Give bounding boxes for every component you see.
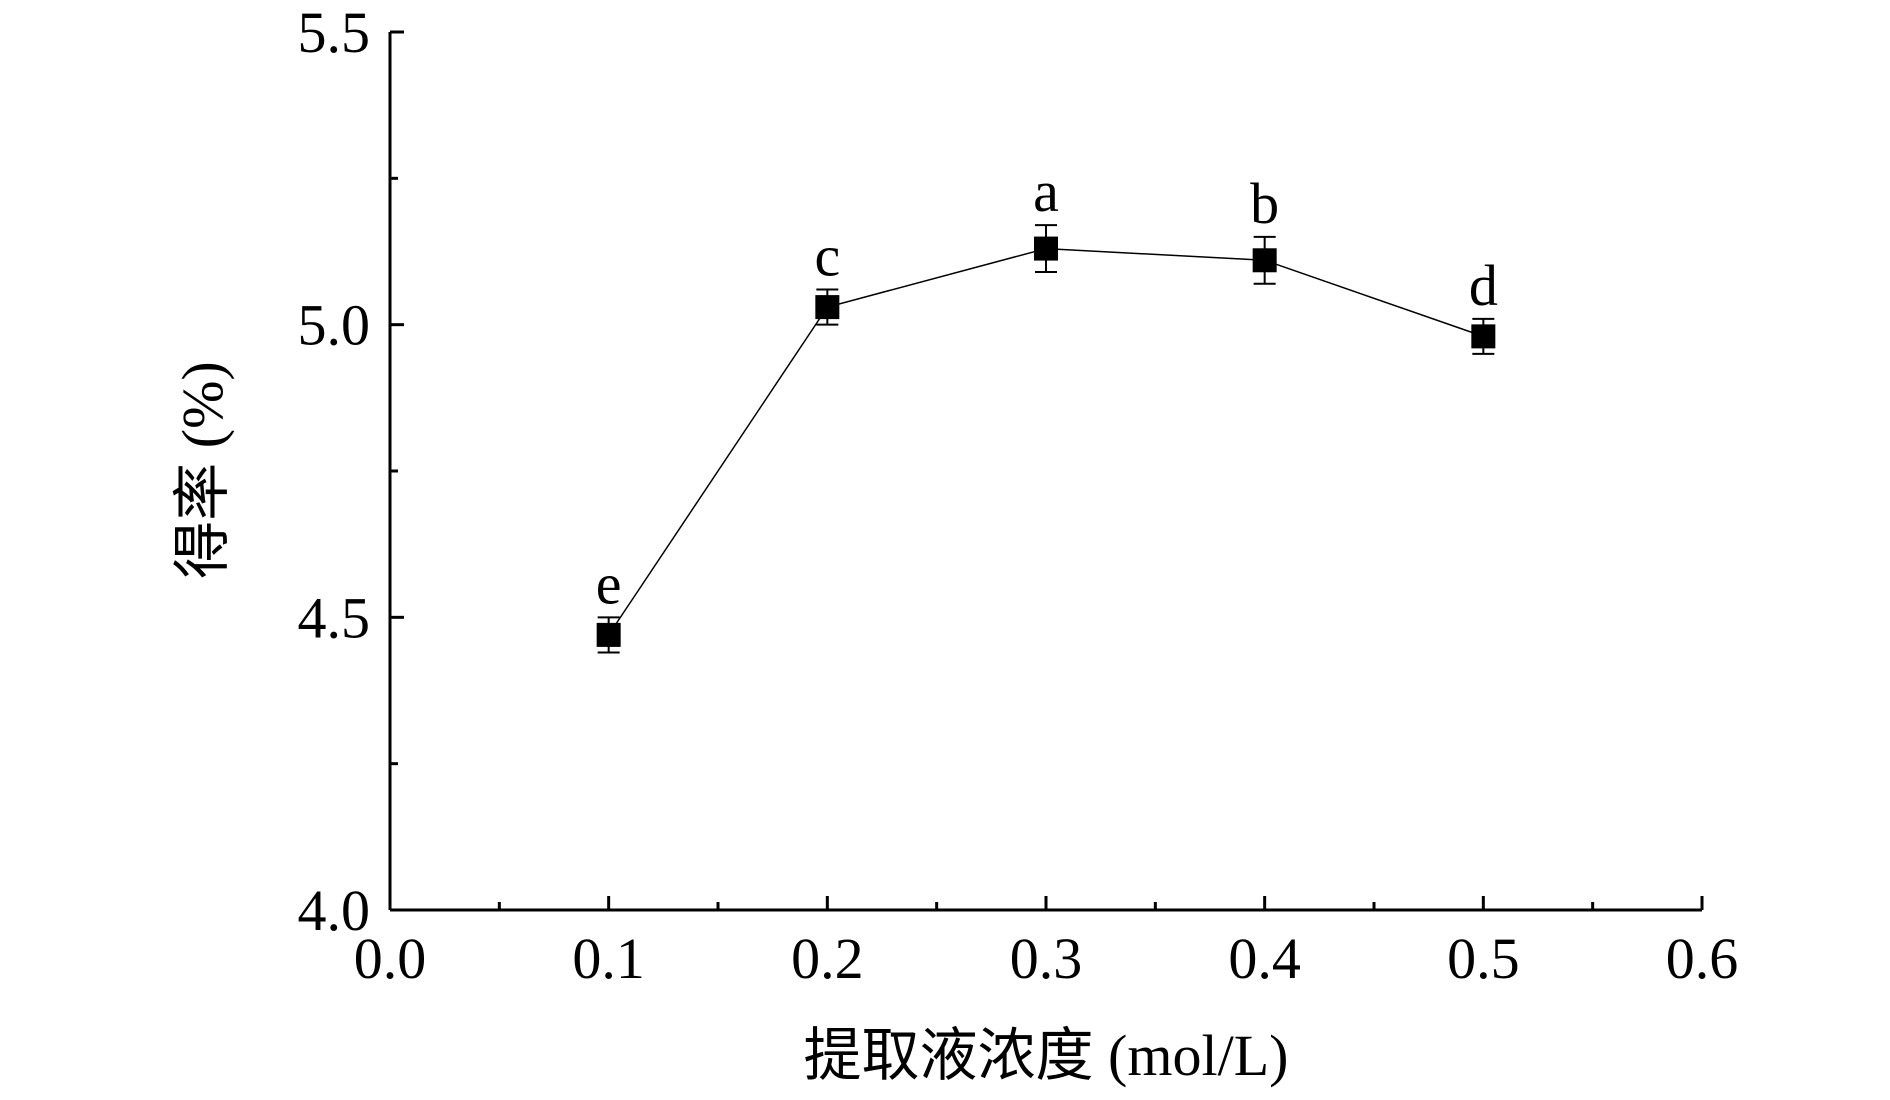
significance-label: d xyxy=(1469,253,1498,318)
x-tick-label: 0.3 xyxy=(1010,926,1083,991)
significance-label: c xyxy=(814,224,840,289)
significance-label: e xyxy=(596,551,622,616)
x-tick-label: 0.1 xyxy=(572,926,645,991)
x-tick-label: 0.5 xyxy=(1447,926,1520,991)
data-point-marker xyxy=(1471,324,1496,349)
x-tick-label: 0.0 xyxy=(354,926,427,991)
data-point-marker xyxy=(815,295,840,320)
x-axis-title: 提取液浓度 (mol/L) xyxy=(804,1023,1289,1088)
significance-label: a xyxy=(1033,159,1059,224)
x-tick-label: 0.2 xyxy=(791,926,864,991)
x-tick-label: 0.4 xyxy=(1228,926,1301,991)
series-line xyxy=(608,247,1484,636)
data-point-marker xyxy=(596,622,621,647)
axis-tick-labels: 0.0 0.1 0.2 0.3 0.4 0.5 0.6 4.0 4.5 5.0 5.5 xyxy=(298,0,1739,991)
axis-ticks xyxy=(388,30,1704,912)
significance-labels: e c a b d xyxy=(596,159,1498,616)
y-tick-label: 4.0 xyxy=(298,878,371,943)
x-tick-label: 0.6 xyxy=(1666,926,1739,991)
y-tick-label: 4.5 xyxy=(298,585,371,650)
data-series xyxy=(596,224,1496,654)
y-tick-label: 5.5 xyxy=(298,0,371,65)
data-point-marker xyxy=(1034,236,1058,261)
y-axis-title: 得率 (%) xyxy=(170,361,235,578)
significance-label: b xyxy=(1250,171,1279,236)
y-tick-label: 5.0 xyxy=(298,293,371,358)
data-point-marker xyxy=(1252,248,1277,273)
